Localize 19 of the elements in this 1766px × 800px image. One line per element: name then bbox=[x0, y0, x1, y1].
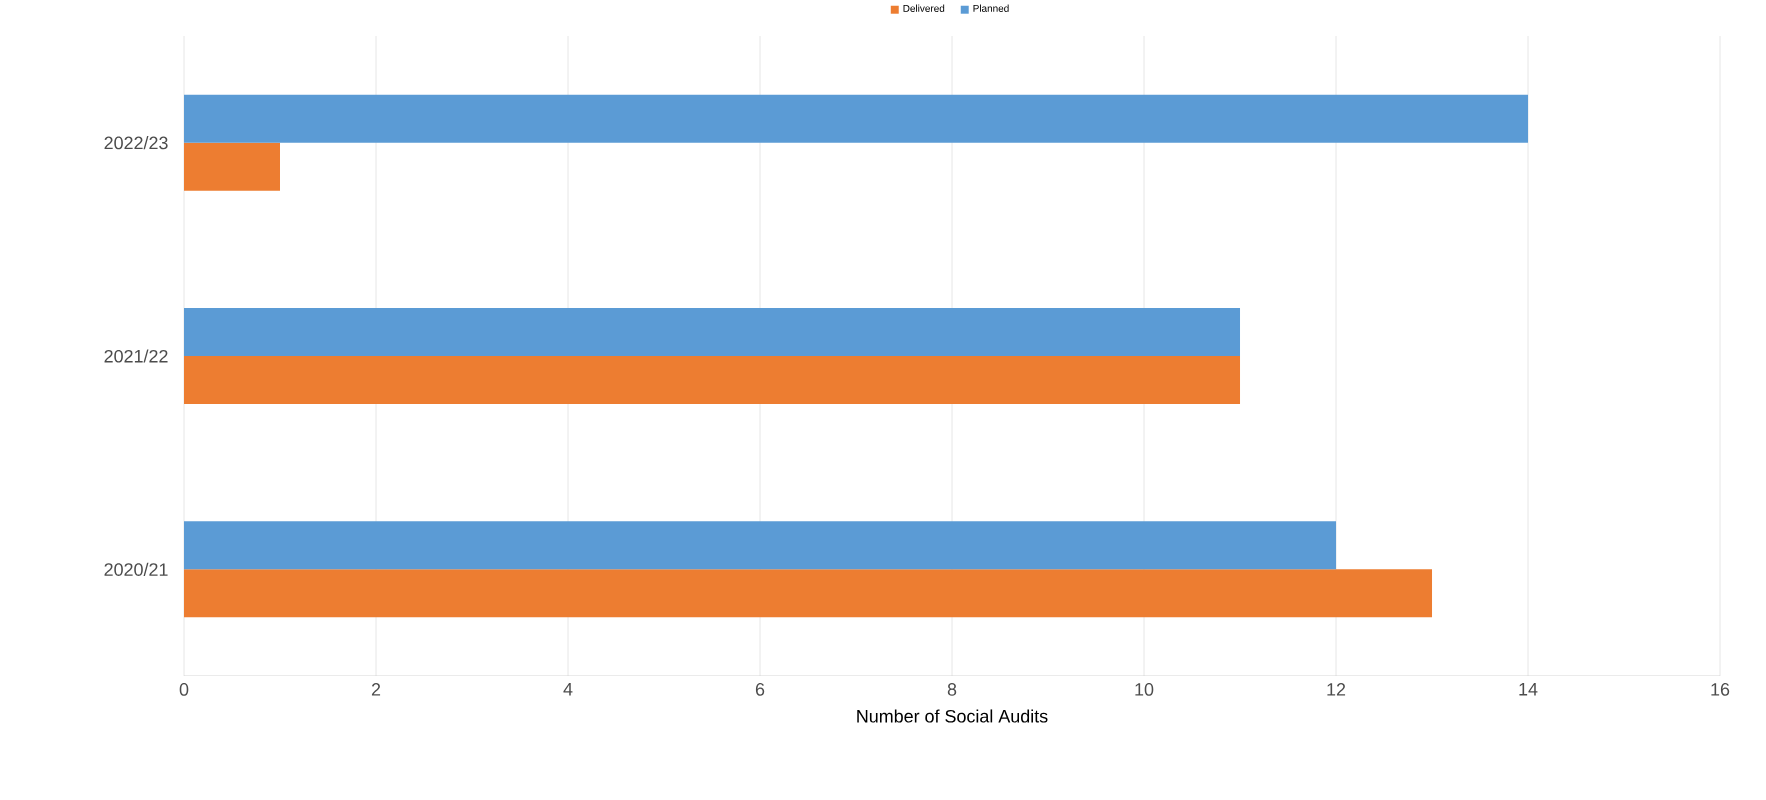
bar bbox=[184, 308, 1241, 356]
x-tick-label: 2 bbox=[371, 683, 381, 696]
x-tick-label: 6 bbox=[755, 683, 765, 696]
y-tick-label: 2021/22 bbox=[104, 349, 168, 363]
bar bbox=[184, 142, 280, 191]
x-axis-title: Number of Social Audits bbox=[857, 709, 1048, 723]
x-tick-label: 16 bbox=[1711, 683, 1730, 696]
x-tick-label: 12 bbox=[1327, 683, 1346, 696]
bar bbox=[184, 356, 1241, 404]
y-tick-label: 2022/23 bbox=[104, 136, 168, 150]
x-tick-label: 4 bbox=[563, 683, 573, 696]
x-tick-label: 10 bbox=[1135, 683, 1154, 696]
bar bbox=[184, 569, 1433, 618]
x-tick-label: 8 bbox=[947, 683, 957, 696]
x-tick-label: 14 bbox=[1519, 683, 1538, 696]
x-tick-label: 0 bbox=[179, 683, 189, 696]
bar bbox=[184, 521, 1337, 570]
y-tick-label: 2020/21 bbox=[104, 562, 168, 576]
bar bbox=[184, 94, 1529, 143]
